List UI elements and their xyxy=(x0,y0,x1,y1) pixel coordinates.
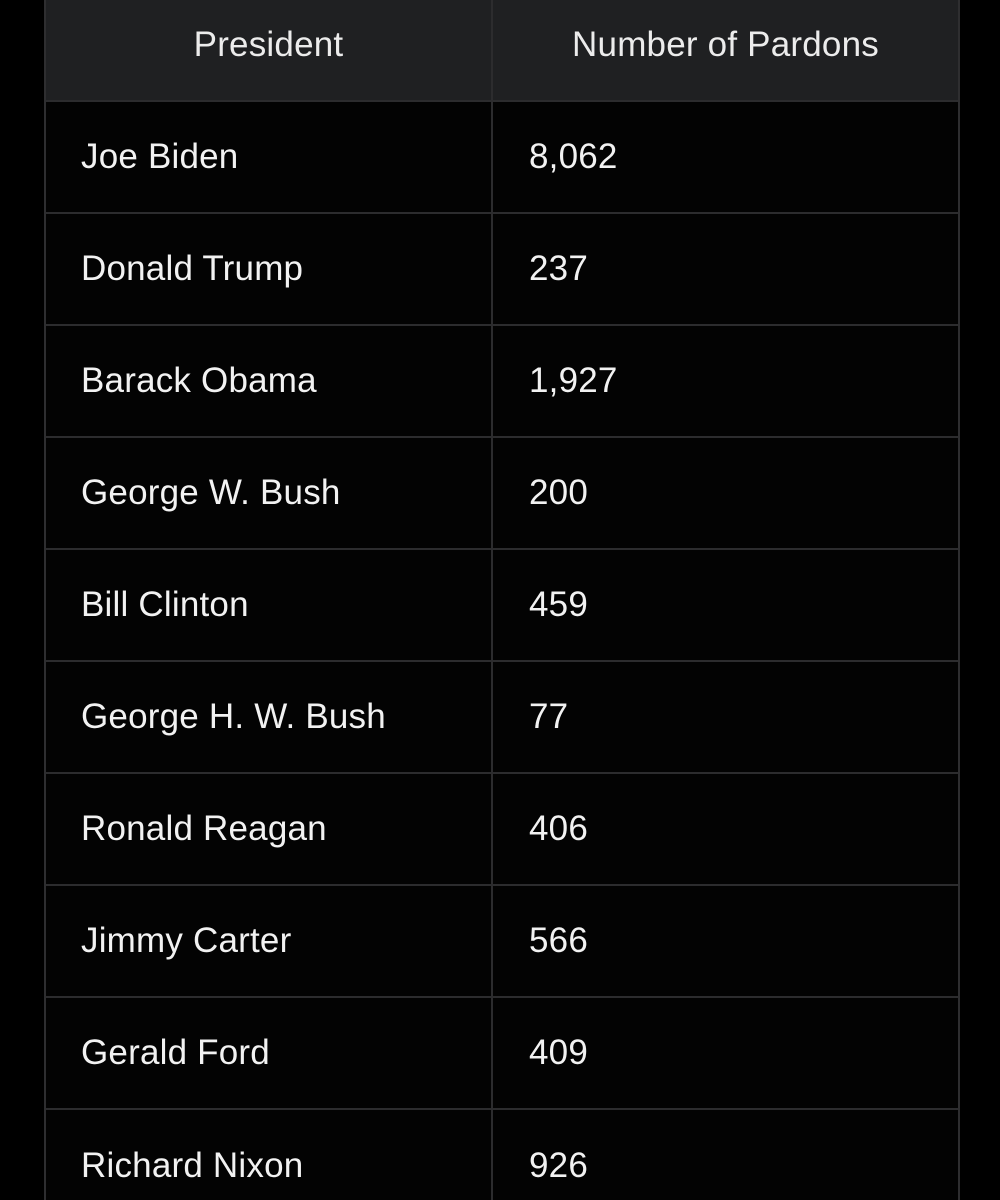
president-cell: Bill Clinton xyxy=(46,550,493,660)
table-row: Ronald Reagan 406 xyxy=(46,774,958,886)
pardons-table: President Number of Pardons Joe Biden 8,… xyxy=(44,0,960,1200)
president-cell: Gerald Ford xyxy=(46,998,493,1108)
pardons-cell: 77 xyxy=(529,697,569,736)
table-row: Bill Clinton 459 xyxy=(46,550,958,662)
president-cell: George H. W. Bush xyxy=(46,662,493,772)
pardons-cell: 566 xyxy=(529,921,588,960)
president-cell: George W. Bush xyxy=(46,438,493,548)
table-row: Gerald Ford 409 xyxy=(46,998,958,1110)
pardons-cell: 926 xyxy=(529,1146,588,1185)
table-row: George H. W. Bush 77 xyxy=(46,662,958,774)
header-president: President xyxy=(46,0,493,100)
president-cell: Jimmy Carter xyxy=(46,886,493,996)
pardons-cell: 1,927 xyxy=(529,361,618,400)
pardons-cell: 406 xyxy=(529,809,588,848)
table-row: Richard Nixon 926 xyxy=(46,1110,958,1200)
pardons-cell: 409 xyxy=(529,1033,588,1072)
table-row: Barack Obama 1,927 xyxy=(46,326,958,438)
pardons-cell: 459 xyxy=(529,585,588,624)
president-cell: Richard Nixon xyxy=(46,1110,493,1200)
header-number-of-pardons: Number of Pardons xyxy=(572,25,879,64)
president-cell: Donald Trump xyxy=(46,214,493,324)
table-row: Jimmy Carter 566 xyxy=(46,886,958,998)
table-header-row: President Number of Pardons xyxy=(46,0,958,102)
president-cell: Joe Biden xyxy=(46,102,493,212)
pardons-cell: 200 xyxy=(529,473,588,512)
table-row: Joe Biden 8,062 xyxy=(46,102,958,214)
pardons-cell: 237 xyxy=(529,249,588,288)
president-cell: Barack Obama xyxy=(46,326,493,436)
president-cell: Ronald Reagan xyxy=(46,774,493,884)
pardons-cell: 8,062 xyxy=(529,137,618,176)
table-row: Donald Trump 237 xyxy=(46,214,958,326)
table-row: George W. Bush 200 xyxy=(46,438,958,550)
